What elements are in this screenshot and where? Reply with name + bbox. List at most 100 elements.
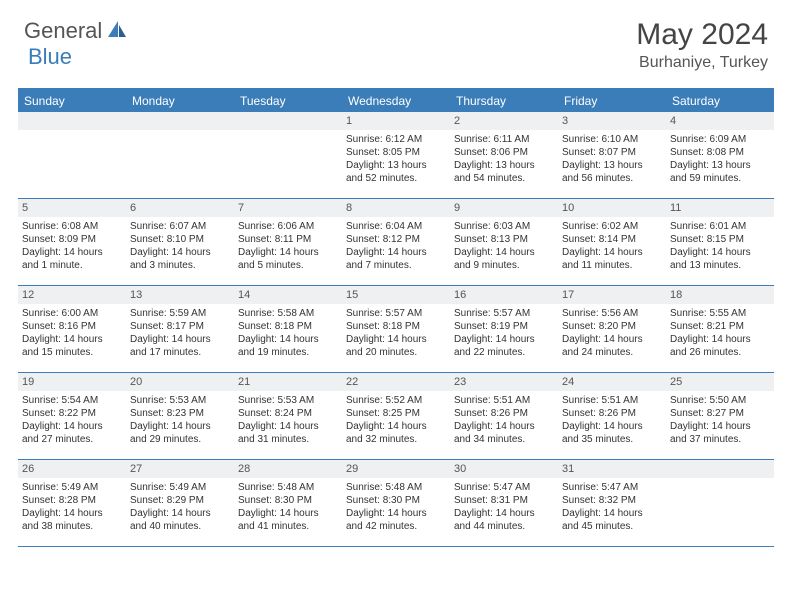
sunset-text: Sunset: 8:12 PM — [346, 233, 446, 246]
sunset-text: Sunset: 8:25 PM — [346, 407, 446, 420]
month-title: May 2024 — [636, 18, 768, 52]
day-number: 11 — [666, 199, 774, 217]
location-label: Burhaniye, Turkey — [636, 54, 768, 72]
sunset-text: Sunset: 8:18 PM — [238, 320, 338, 333]
sunrise-text: Sunrise: 6:06 AM — [238, 220, 338, 233]
day-number: 1 — [342, 112, 450, 130]
sunset-text: Sunset: 8:13 PM — [454, 233, 554, 246]
day-cell: 17Sunrise: 5:56 AMSunset: 8:20 PMDayligh… — [558, 286, 666, 372]
daylight-text: Daylight: 14 hours and 34 minutes. — [454, 420, 554, 446]
page-header: General May 2024 Burhaniye, Turkey — [0, 0, 792, 80]
sunrise-text: Sunrise: 5:58 AM — [238, 307, 338, 320]
day-cell: 4Sunrise: 6:09 AMSunset: 8:08 PMDaylight… — [666, 112, 774, 198]
sunset-text: Sunset: 8:16 PM — [22, 320, 122, 333]
day-cell: 30Sunrise: 5:47 AMSunset: 8:31 PMDayligh… — [450, 460, 558, 546]
weeks-container: 1Sunrise: 6:12 AMSunset: 8:05 PMDaylight… — [18, 112, 774, 547]
daylight-text: Daylight: 14 hours and 13 minutes. — [670, 246, 770, 272]
day-number: 8 — [342, 199, 450, 217]
sunrise-text: Sunrise: 5:50 AM — [670, 394, 770, 407]
week-row: 1Sunrise: 6:12 AMSunset: 8:05 PMDaylight… — [18, 112, 774, 199]
day-cell: 20Sunrise: 5:53 AMSunset: 8:23 PMDayligh… — [126, 373, 234, 459]
day-number: 14 — [234, 286, 342, 304]
daylight-text: Daylight: 14 hours and 31 minutes. — [238, 420, 338, 446]
day-cell: 31Sunrise: 5:47 AMSunset: 8:32 PMDayligh… — [558, 460, 666, 546]
day-number: 3 — [558, 112, 666, 130]
day-number: 12 — [18, 286, 126, 304]
day-cell: 9Sunrise: 6:03 AMSunset: 8:13 PMDaylight… — [450, 199, 558, 285]
sunrise-text: Sunrise: 5:54 AM — [22, 394, 122, 407]
daylight-text: Daylight: 14 hours and 7 minutes. — [346, 246, 446, 272]
title-block: May 2024 Burhaniye, Turkey — [636, 18, 768, 72]
week-row: 5Sunrise: 6:08 AMSunset: 8:09 PMDaylight… — [18, 199, 774, 286]
dow-tuesday: Tuesday — [234, 90, 342, 112]
sunset-text: Sunset: 8:28 PM — [22, 494, 122, 507]
logo-text-general: General — [24, 18, 102, 44]
day-cell: 3Sunrise: 6:10 AMSunset: 8:07 PMDaylight… — [558, 112, 666, 198]
sunrise-text: Sunrise: 5:59 AM — [130, 307, 230, 320]
sunrise-text: Sunrise: 5:53 AM — [238, 394, 338, 407]
daylight-text: Daylight: 14 hours and 27 minutes. — [22, 420, 122, 446]
dow-sunday: Sunday — [18, 90, 126, 112]
sunset-text: Sunset: 8:08 PM — [670, 146, 770, 159]
day-cell: 2Sunrise: 6:11 AMSunset: 8:06 PMDaylight… — [450, 112, 558, 198]
day-cell: 11 Sunrise: 6:01 AMSunset: 8:15 PMDayligh… — [666, 199, 774, 285]
sunset-text: Sunset: 8:11 PM — [238, 233, 338, 246]
sunset-text: Sunset: 8:24 PM — [238, 407, 338, 420]
week-row: 19Sunrise: 5:54 AMSunset: 8:22 PMDayligh… — [18, 373, 774, 460]
daylight-text: Daylight: 13 hours and 52 minutes. — [346, 159, 446, 185]
sunrise-text: Sunrise: 6:07 AM — [130, 220, 230, 233]
day-number: 4 — [666, 112, 774, 130]
sunrise-text: Sunrise: 5:48 AM — [238, 481, 338, 494]
sunset-text: Sunset: 8:26 PM — [454, 407, 554, 420]
sunrise-text: Sunrise: 6:09 AM — [670, 133, 770, 146]
sunset-text: Sunset: 8:23 PM — [130, 407, 230, 420]
day-number: 24 — [558, 373, 666, 391]
daylight-text: Daylight: 14 hours and 37 minutes. — [670, 420, 770, 446]
sunset-text: Sunset: 8:29 PM — [130, 494, 230, 507]
sunrise-text: Sunrise: 5:51 AM — [562, 394, 662, 407]
sunset-text: Sunset: 8:17 PM — [130, 320, 230, 333]
sunrise-text: Sunrise: 5:56 AM — [562, 307, 662, 320]
sunrise-text: Sunrise: 5:47 AM — [454, 481, 554, 494]
day-number: 28 — [234, 460, 342, 478]
sunset-text: Sunset: 8:15 PM — [670, 233, 770, 246]
dow-saturday: Saturday — [666, 90, 774, 112]
sunrise-text: Sunrise: 5:57 AM — [346, 307, 446, 320]
daylight-text: Daylight: 14 hours and 44 minutes. — [454, 507, 554, 533]
daylight-text: Daylight: 14 hours and 35 minutes. — [562, 420, 662, 446]
dow-thursday: Thursday — [450, 90, 558, 112]
daylight-text: Daylight: 14 hours and 45 minutes. — [562, 507, 662, 533]
day-number: 25 — [666, 373, 774, 391]
sunrise-text: Sunrise: 5:52 AM — [346, 394, 446, 407]
sunrise-text: Sunrise: 6:01 AM — [670, 220, 770, 233]
dow-monday: Monday — [126, 90, 234, 112]
sunset-text: Sunset: 8:30 PM — [238, 494, 338, 507]
sunset-text: Sunset: 8:09 PM — [22, 233, 122, 246]
sunrise-text: Sunrise: 6:02 AM — [562, 220, 662, 233]
daylight-text: Daylight: 14 hours and 26 minutes. — [670, 333, 770, 359]
daylight-text: Daylight: 14 hours and 1 minute. — [22, 246, 122, 272]
sunrise-text: Sunrise: 5:47 AM — [562, 481, 662, 494]
dow-friday: Friday — [558, 90, 666, 112]
day-number: 29 — [342, 460, 450, 478]
daylight-text: Daylight: 14 hours and 20 minutes. — [346, 333, 446, 359]
day-number: 18 — [666, 286, 774, 304]
day-number: 16 — [450, 286, 558, 304]
sunrise-text: Sunrise: 5:49 AM — [22, 481, 122, 494]
sunrise-text: Sunrise: 6:10 AM — [562, 133, 662, 146]
sunset-text: Sunset: 8:20 PM — [562, 320, 662, 333]
sunset-text: Sunset: 8:22 PM — [22, 407, 122, 420]
day-number: 27 — [126, 460, 234, 478]
daylight-text: Daylight: 14 hours and 9 minutes. — [454, 246, 554, 272]
daylight-text: Daylight: 14 hours and 32 minutes. — [346, 420, 446, 446]
daylight-text: Daylight: 14 hours and 19 minutes. — [238, 333, 338, 359]
day-cell: 18Sunrise: 5:55 AMSunset: 8:21 PMDayligh… — [666, 286, 774, 372]
dow-header-row: Sunday Monday Tuesday Wednesday Thursday… — [18, 90, 774, 112]
day-number — [18, 112, 126, 130]
sunrise-text: Sunrise: 6:12 AM — [346, 133, 446, 146]
day-number: 20 — [126, 373, 234, 391]
daylight-text: Daylight: 14 hours and 15 minutes. — [22, 333, 122, 359]
day-number — [126, 112, 234, 130]
day-number: 15 — [342, 286, 450, 304]
day-number: 13 — [126, 286, 234, 304]
